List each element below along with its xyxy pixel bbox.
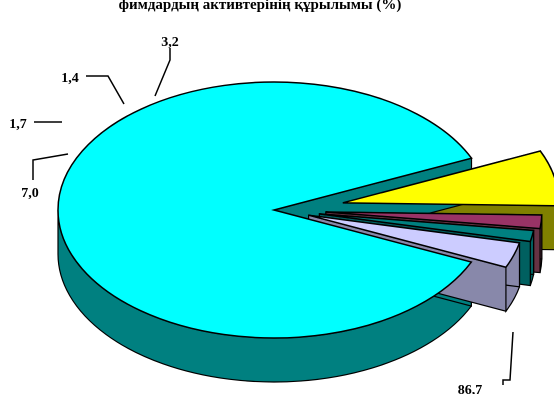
pie-slice-4 — [308, 214, 521, 269]
data-label-4: 3,2 — [161, 35, 179, 50]
leader-line-1 — [32, 153, 69, 180]
leader-line-4 — [154, 48, 171, 97]
data-label-1: 7,0 — [21, 186, 39, 201]
pie-slice-0 — [57, 81, 473, 339]
pie-labels: 86,7 7,0 1,7 1,4 3,2 — [9, 35, 514, 394]
pie-slice-2 — [325, 211, 543, 230]
data-label-3: 1,4 — [61, 71, 79, 86]
data-label-0: 86,7 — [458, 383, 483, 394]
pie-slice-1 — [342, 150, 554, 207]
chart-title: фимдардың активтерінің құрылымы (%) — [119, 0, 402, 13]
pie-slice-3 — [319, 213, 535, 243]
pie-slices — [57, 81, 554, 383]
data-label-2: 1,7 — [9, 117, 27, 132]
leader-line-3 — [86, 75, 125, 105]
leader-line-0 — [502, 331, 514, 385]
